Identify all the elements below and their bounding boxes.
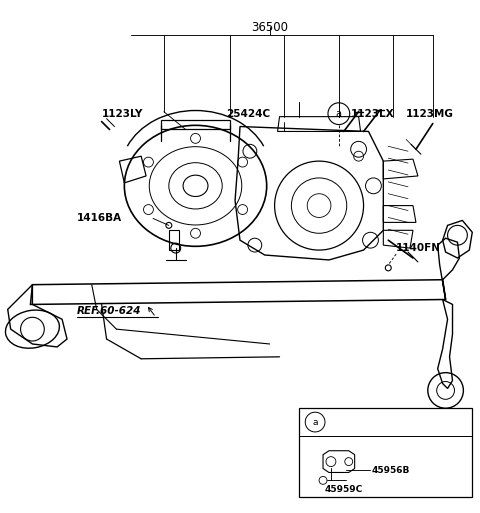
Text: a: a xyxy=(312,418,318,427)
Text: 1140FN: 1140FN xyxy=(396,243,441,253)
Text: 1123MG: 1123MG xyxy=(406,109,454,119)
Text: 25424C: 25424C xyxy=(226,109,270,119)
Text: 45959C: 45959C xyxy=(325,485,363,494)
Text: 45956B: 45956B xyxy=(372,466,410,475)
Text: 1123LY: 1123LY xyxy=(102,109,143,119)
Text: 1123LX: 1123LX xyxy=(351,109,395,119)
Text: 1416BA: 1416BA xyxy=(77,213,122,224)
Text: a: a xyxy=(336,109,342,119)
Text: REF.60-624: REF.60-624 xyxy=(77,306,142,317)
Bar xyxy=(300,408,472,497)
Text: 36500: 36500 xyxy=(251,21,288,34)
